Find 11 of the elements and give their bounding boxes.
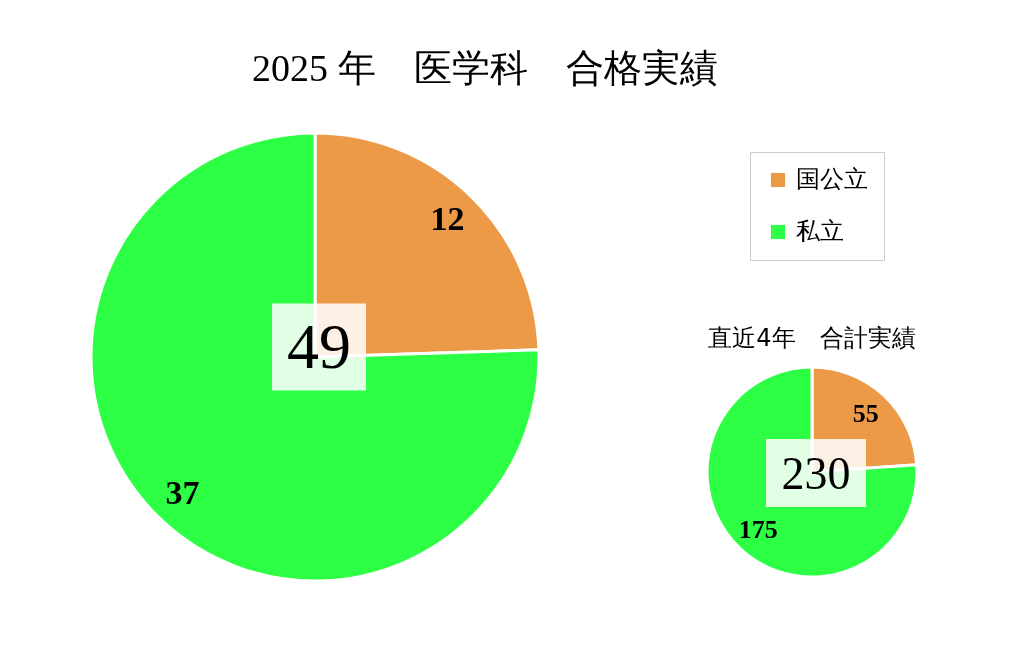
data-label: 12 (430, 200, 465, 238)
text: 49 (287, 311, 351, 382)
pie-slice (89, 131, 541, 583)
data-label: 55 (852, 399, 879, 429)
legend-label: 国公立 (796, 165, 868, 193)
data-label: 37 (165, 473, 200, 511)
legend-label: 私立 (796, 217, 844, 245)
chart-title: 2025 年 医学科 合格実績 (252, 47, 718, 89)
data-label: 175 (738, 514, 778, 544)
text: 230 (781, 447, 851, 499)
chart-title: 直近4年 合計実績 (708, 324, 916, 352)
